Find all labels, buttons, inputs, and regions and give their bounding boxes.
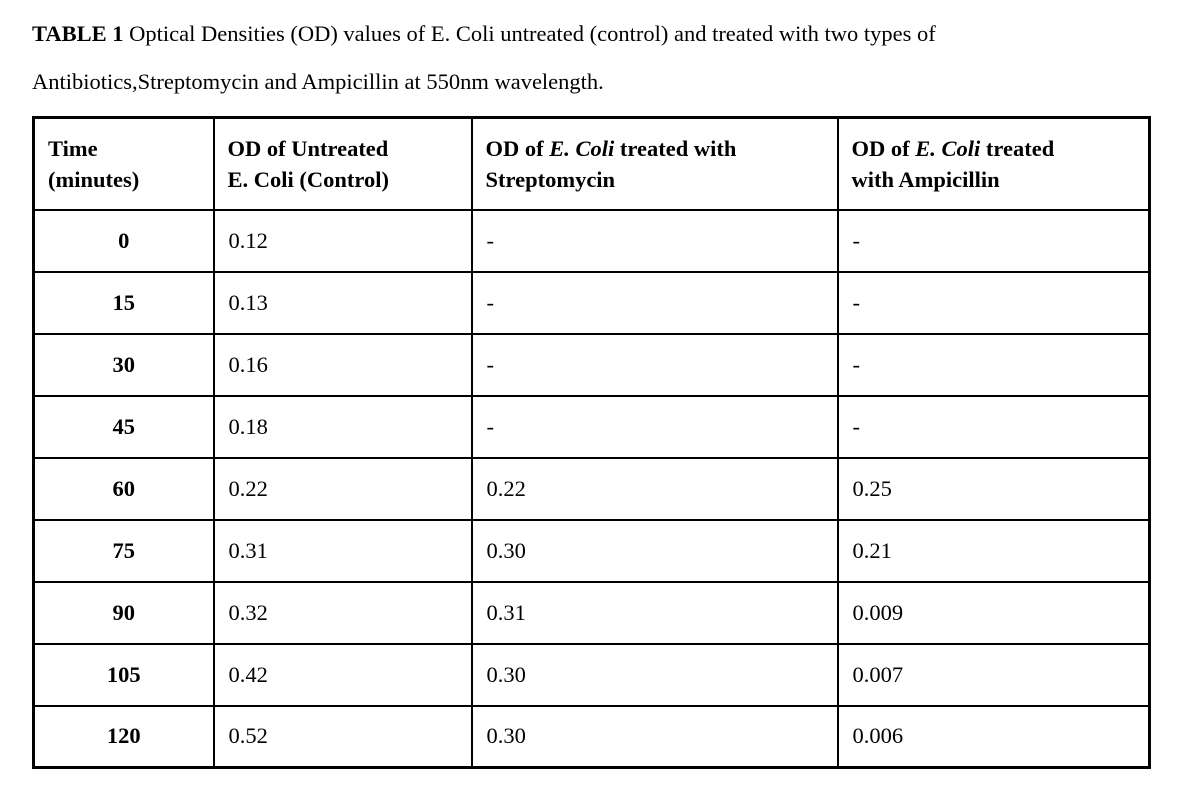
- header-strep-suffix: treated with: [614, 135, 737, 161]
- ampicillin-od-cell: 0.25: [836, 456, 1151, 521]
- time-cell: 60: [32, 456, 215, 521]
- header-time-line2: (minutes): [48, 166, 140, 192]
- ampicillin-od-cell: -: [836, 332, 1151, 397]
- streptomycin-od-cell: -: [470, 332, 839, 397]
- table-row: 45 0.18 - -: [32, 394, 1151, 459]
- table-row: 15 0.13 - -: [32, 270, 1151, 335]
- table-row: 90 0.32 0.31 0.009: [32, 580, 1151, 645]
- ampicillin-od-cell: 0.21: [836, 518, 1151, 583]
- control-od-cell: 0.42: [212, 642, 473, 707]
- ampicillin-od-cell: -: [836, 208, 1151, 273]
- time-cell: 120: [32, 704, 215, 769]
- streptomycin-od-cell: -: [470, 208, 839, 273]
- ampicillin-od-cell: 0.007: [836, 642, 1151, 707]
- header-time-line1: Time: [48, 135, 98, 161]
- col-header-ampicillin: OD of E. Coli treated with Ampicillin: [836, 116, 1151, 211]
- header-amp-line2: with Ampicillin: [851, 166, 1000, 192]
- header-amp-prefix: OD of: [851, 135, 916, 161]
- streptomycin-od-cell: 0.22: [470, 456, 839, 521]
- table-caption-label: TABLE 1: [32, 21, 124, 46]
- col-header-streptomycin: OD of E. Coli treated with Streptomycin: [470, 116, 839, 211]
- time-cell: 0: [32, 208, 215, 273]
- table-caption: TABLE 1 Optical Densities (OD) values of…: [32, 10, 1156, 106]
- species-name-italic: E. Coli: [549, 135, 615, 161]
- header-amp-suffix: treated: [980, 135, 1055, 161]
- control-od-cell: 0.18: [212, 394, 473, 459]
- table-row: 120 0.52 0.30 0.006: [32, 704, 1151, 769]
- table-row: 30 0.16 - -: [32, 332, 1151, 397]
- col-header-control: OD of Untreated E. Coli (Control): [212, 116, 473, 211]
- time-cell: 30: [32, 332, 215, 397]
- table-header-row: Time (minutes) OD of Untreated E. Coli (Co…: [32, 116, 1151, 211]
- streptomycin-od-cell: 0.31: [470, 580, 839, 645]
- header-strep-prefix: OD of: [485, 135, 550, 161]
- od-values-table: Time (minutes) OD of Untreated E. Coli (Co…: [32, 116, 1151, 769]
- control-od-cell: 0.12: [212, 208, 473, 273]
- streptomycin-od-cell: 0.30: [470, 704, 839, 769]
- streptomycin-od-cell: -: [470, 394, 839, 459]
- time-cell: 15: [32, 270, 215, 335]
- streptomycin-od-cell: 0.30: [470, 518, 839, 583]
- control-od-cell: 0.13: [212, 270, 473, 335]
- control-od-cell: 0.32: [212, 580, 473, 645]
- table-caption-text: Optical Densities (OD) values of E. Coli…: [32, 21, 936, 94]
- control-od-cell: 0.22: [212, 456, 473, 521]
- time-cell: 105: [32, 642, 215, 707]
- ampicillin-od-cell: -: [836, 394, 1151, 459]
- streptomycin-od-cell: 0.30: [470, 642, 839, 707]
- control-od-cell: 0.16: [212, 332, 473, 397]
- ampicillin-od-cell: -: [836, 270, 1151, 335]
- table-row: 60 0.22 0.22 0.25: [32, 456, 1151, 521]
- streptomycin-od-cell: -: [470, 270, 839, 335]
- document-page: TABLE 1 Optical Densities (OD) values of…: [32, 10, 1156, 769]
- ampicillin-od-cell: 0.009: [836, 580, 1151, 645]
- time-cell: 45: [32, 394, 215, 459]
- control-od-cell: 0.31: [212, 518, 473, 583]
- ampicillin-od-cell: 0.006: [836, 704, 1151, 769]
- col-header-time: Time (minutes): [32, 116, 215, 211]
- table-row: 75 0.31 0.30 0.21: [32, 518, 1151, 583]
- header-control-line1: OD of Untreated: [227, 135, 389, 161]
- time-cell: 75: [32, 518, 215, 583]
- time-cell: 90: [32, 580, 215, 645]
- species-name-italic: E. Coli: [915, 135, 981, 161]
- control-od-cell: 0.52: [212, 704, 473, 769]
- header-control-line2: E. Coli (Control): [227, 166, 389, 192]
- table-row: 105 0.42 0.30 0.007: [32, 642, 1151, 707]
- table-row: 0 0.12 - -: [32, 208, 1151, 273]
- header-strep-line2: Streptomycin: [485, 166, 616, 192]
